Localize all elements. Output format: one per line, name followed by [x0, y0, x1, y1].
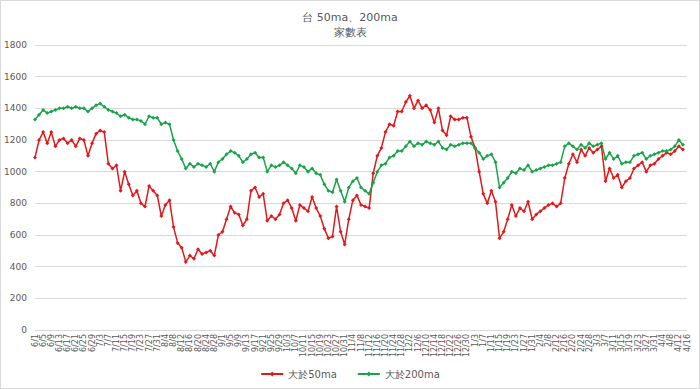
svg-text:8/24: 8/24	[201, 334, 211, 352]
svg-text:9/1: 9/1	[217, 334, 227, 347]
svg-text:6/25: 6/25	[79, 334, 89, 352]
svg-text:11/8: 11/8	[356, 334, 366, 352]
svg-text:4/8: 4/8	[666, 334, 676, 347]
svg-text:12/2: 12/2	[405, 334, 415, 352]
svg-text:9/29: 9/29	[275, 334, 284, 352]
svg-text:9/13: 9/13	[242, 334, 252, 352]
svg-text:家數表: 家數表	[334, 26, 367, 39]
svg-text:6/29: 6/29	[87, 334, 97, 352]
svg-text:11/20: 11/20	[381, 334, 390, 358]
svg-text:1/11: 1/11	[486, 334, 496, 352]
svg-text:12/22: 12/22	[446, 334, 456, 358]
svg-text:6/21: 6/21	[71, 334, 81, 352]
svg-text:10/27: 10/27	[332, 334, 341, 358]
svg-text:1200: 1200	[4, 135, 27, 145]
svg-text:7/7: 7/7	[103, 334, 113, 347]
svg-text:6/17: 6/17	[63, 334, 73, 352]
svg-text:1800: 1800	[4, 40, 27, 50]
svg-text:台 50ma、200ma: 台 50ma、200ma	[302, 11, 397, 24]
svg-text:大於50ma: 大於50ma	[288, 369, 337, 380]
svg-text:8/12: 8/12	[177, 334, 187, 352]
svg-text:1000: 1000	[4, 167, 27, 177]
svg-text:1/7: 1/7	[478, 334, 488, 347]
svg-text:1/15: 1/15	[495, 334, 504, 352]
svg-text:大於200ma: 大於200ma	[385, 369, 440, 380]
svg-text:3/7: 3/7	[601, 334, 610, 347]
svg-text:4/12: 4/12	[674, 334, 684, 352]
svg-text:11/12: 11/12	[364, 334, 374, 358]
svg-text:12/6: 12/6	[413, 334, 423, 352]
svg-text:1/19: 1/19	[503, 334, 513, 352]
svg-text:7/3: 7/3	[95, 334, 105, 347]
svg-text:11/16: 11/16	[372, 334, 382, 358]
svg-text:11/24: 11/24	[389, 334, 399, 358]
svg-text:3/3: 3/3	[592, 334, 602, 347]
svg-text:1400: 1400	[4, 103, 27, 113]
svg-text:8/8: 8/8	[169, 334, 179, 347]
svg-text:3/23: 3/23	[633, 334, 643, 352]
svg-text:12/14: 12/14	[429, 334, 439, 358]
svg-text:2/12: 2/12	[552, 334, 562, 352]
svg-text:11/28: 11/28	[397, 334, 407, 358]
svg-text:10/3: 10/3	[283, 334, 293, 352]
svg-text:3/11: 3/11	[609, 334, 619, 352]
svg-text:800: 800	[10, 198, 27, 208]
svg-text:0: 0	[21, 325, 27, 335]
svg-text:9/17: 9/17	[250, 334, 260, 352]
svg-text:10/31: 10/31	[340, 334, 350, 358]
svg-text:6/1: 6/1	[30, 334, 40, 347]
svg-text:1/23: 1/23	[511, 334, 521, 352]
svg-text:2/28: 2/28	[584, 334, 594, 352]
svg-text:6/5: 6/5	[38, 334, 48, 347]
svg-text:2/24: 2/24	[576, 334, 586, 352]
svg-text:8/4: 8/4	[160, 334, 170, 347]
svg-text:6/13: 6/13	[55, 334, 64, 352]
svg-text:10/19: 10/19	[315, 334, 325, 358]
svg-text:10/15: 10/15	[307, 334, 317, 358]
svg-text:7/19: 7/19	[128, 334, 138, 352]
svg-text:200: 200	[10, 293, 27, 303]
svg-text:3/27: 3/27	[641, 334, 651, 352]
svg-text:2/8: 2/8	[544, 334, 553, 347]
svg-text:3/19: 3/19	[625, 334, 635, 352]
svg-text:10/11: 10/11	[299, 334, 309, 358]
svg-text:11/4: 11/4	[348, 334, 358, 352]
svg-text:10/23: 10/23	[323, 334, 333, 358]
svg-text:600: 600	[10, 230, 27, 240]
svg-text:1/31: 1/31	[527, 334, 537, 352]
svg-text:12/10: 12/10	[421, 334, 431, 358]
svg-text:8/20: 8/20	[193, 334, 203, 352]
svg-text:400: 400	[10, 262, 27, 272]
svg-text:9/5: 9/5	[226, 334, 236, 347]
svg-text:2/20: 2/20	[568, 334, 578, 352]
svg-text:7/15: 7/15	[120, 334, 130, 352]
svg-text:3/15: 3/15	[617, 334, 627, 352]
svg-text:7/23: 7/23	[136, 334, 146, 352]
svg-text:6/9: 6/9	[46, 334, 56, 347]
svg-text:2/4: 2/4	[535, 334, 545, 347]
svg-text:12/26: 12/26	[454, 334, 464, 358]
svg-text:4/4: 4/4	[658, 334, 667, 347]
svg-text:9/25: 9/25	[266, 334, 276, 352]
svg-text:9/21: 9/21	[258, 334, 268, 352]
svg-text:1/27: 1/27	[519, 334, 529, 352]
svg-text:7/11: 7/11	[112, 334, 121, 352]
svg-text:2/16: 2/16	[560, 334, 570, 352]
svg-text:10/7: 10/7	[291, 334, 301, 352]
svg-text:8/28: 8/28	[209, 334, 219, 352]
svg-text:3/31: 3/31	[649, 334, 659, 352]
svg-text:12/30: 12/30	[462, 334, 472, 358]
svg-text:4/16: 4/16	[683, 334, 692, 352]
svg-text:8/16: 8/16	[185, 334, 195, 352]
svg-text:9/9: 9/9	[234, 334, 244, 347]
svg-text:7/27: 7/27	[144, 334, 154, 352]
svg-text:7/31: 7/31	[152, 334, 162, 352]
svg-text:1/3: 1/3	[470, 334, 480, 347]
svg-text:1600: 1600	[4, 72, 27, 82]
svg-text:12/18: 12/18	[438, 334, 447, 358]
